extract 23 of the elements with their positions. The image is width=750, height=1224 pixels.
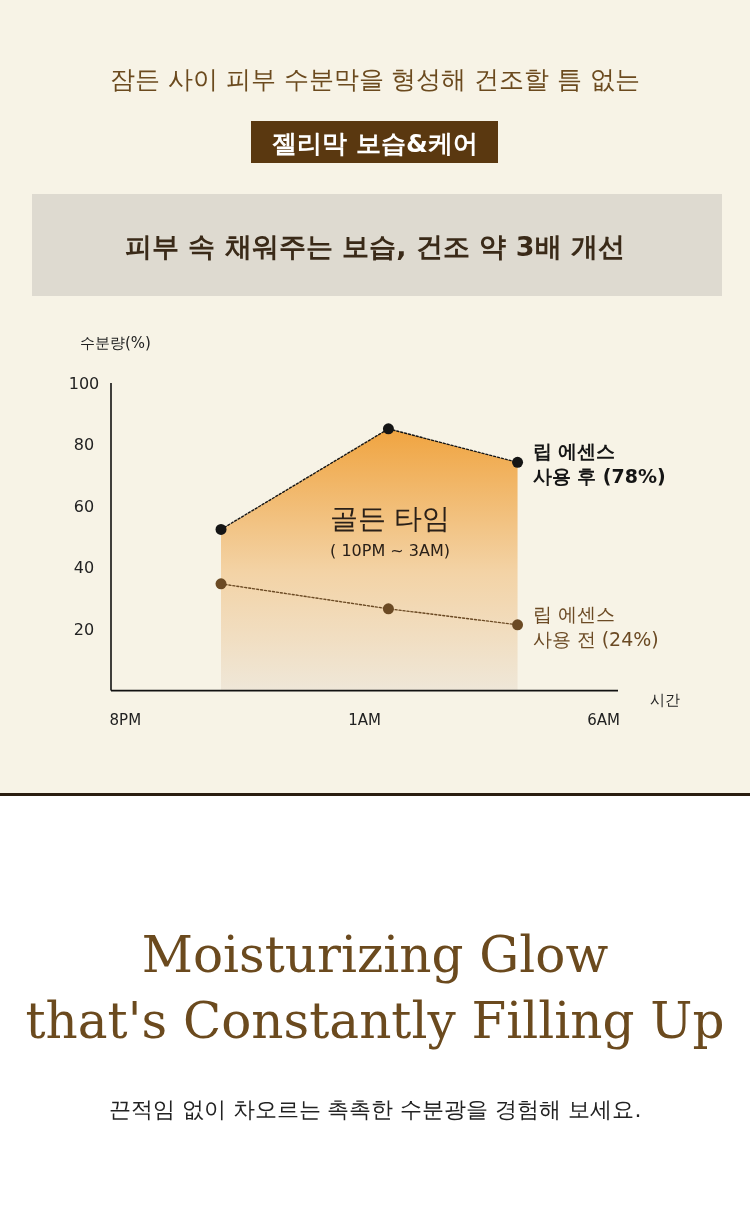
y-tick-label: 40 bbox=[73, 558, 95, 578]
text: 끈적임 없이 차오르는 촉촉한 수분광을 경험해 보세요. bbox=[108, 1097, 642, 1122]
y-axis-title: 수분량(%) bbox=[80, 334, 151, 352]
series-label: 립 에센스 사용 후 (78%) bbox=[532, 440, 666, 488]
series-label: 립 에센스 사용 전 (24%) bbox=[532, 602, 659, 650]
text: 피부 속 채워주는 보습, 건조 약 3배 개선 bbox=[125, 231, 625, 262]
y-tick-label: 80 bbox=[73, 435, 95, 455]
annotation: ( 10PM ~ 3AM) bbox=[330, 541, 450, 560]
y-tick-label: 20 bbox=[73, 619, 95, 639]
annotation: 골든 타임 bbox=[329, 502, 451, 535]
point bbox=[512, 456, 524, 468]
y-tick-label: 100 bbox=[68, 373, 100, 393]
x-tick-label: 8PM bbox=[109, 711, 142, 729]
chart-subtitle: 젤리막 보습&케어 bbox=[272, 129, 478, 158]
x-tick-label: 6AM bbox=[587, 711, 621, 729]
chart-title: 잠든 사이 피부 수분막을 형성해 건조할 틈 없는 bbox=[109, 65, 641, 94]
point bbox=[215, 578, 227, 590]
text: Moisturizing Glow that's Constantly Filling Up bbox=[25, 926, 725, 1050]
y-tick-label: 60 bbox=[73, 496, 95, 516]
point bbox=[512, 619, 524, 631]
x-axis-title: 시간 bbox=[650, 691, 680, 709]
point bbox=[215, 523, 227, 535]
x-tick-label: 1AM bbox=[348, 711, 381, 729]
